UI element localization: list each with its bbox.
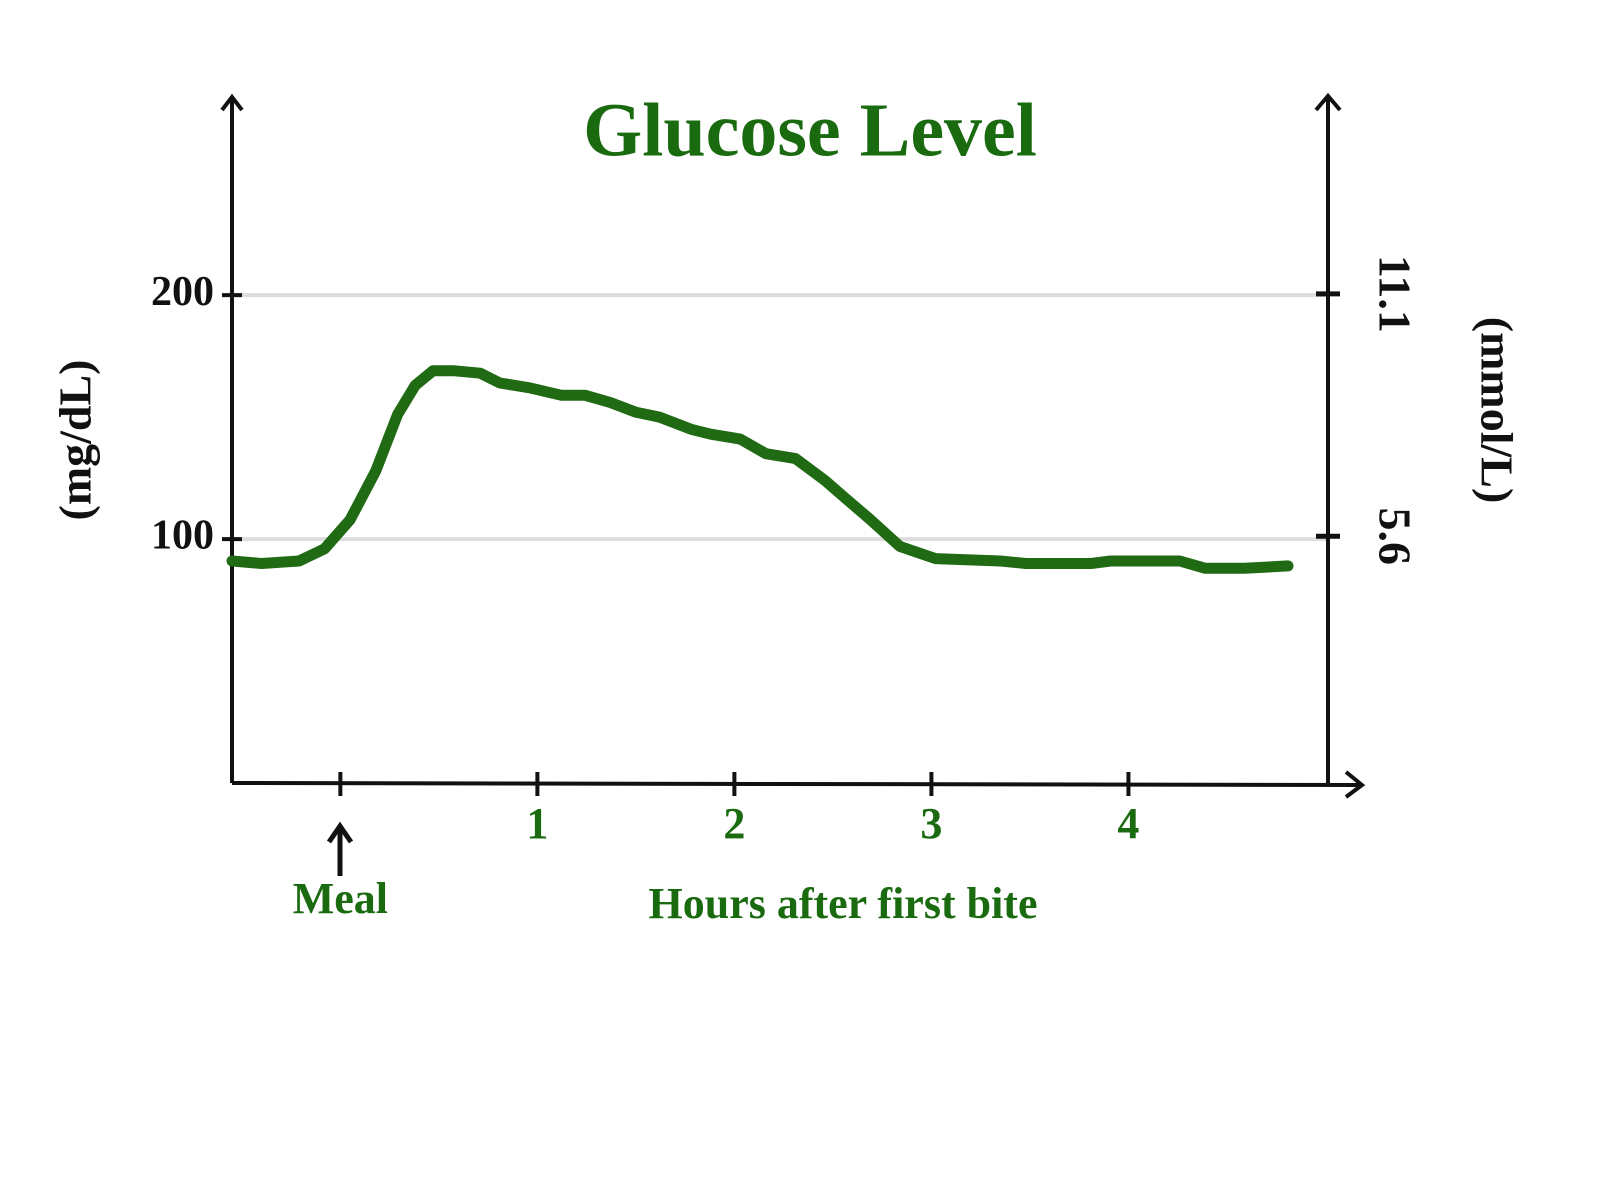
- x-tick-label: 2: [723, 799, 745, 848]
- meal-arrow: [326, 821, 354, 844]
- y2-tick-label: 5.6: [1369, 507, 1420, 565]
- chart-title: Glucose Level: [583, 88, 1037, 172]
- glucose-line: [226, 365, 1294, 574]
- grid: [232, 293, 1328, 542]
- y-axis-label: (mg/dL): [50, 360, 101, 521]
- y-tick-label: 100: [151, 513, 214, 559]
- axis-arrow: [220, 93, 244, 112]
- x-tick-label: 3: [920, 799, 942, 848]
- y2-axis-label: (mmol/L): [1471, 317, 1522, 504]
- x-tick-label: 1: [526, 799, 548, 848]
- x-tick-label: 4: [1117, 799, 1139, 848]
- y2-tick-label: 11.1: [1369, 255, 1420, 333]
- x-axis: [231, 781, 1361, 787]
- x-tick-label: Meal: [293, 874, 388, 923]
- axis-arrow: [1314, 92, 1342, 112]
- x-axis-label: Hours after first bite: [649, 879, 1038, 928]
- y-tick-label: 200: [151, 269, 214, 315]
- axis-arrow: [1344, 770, 1366, 799]
